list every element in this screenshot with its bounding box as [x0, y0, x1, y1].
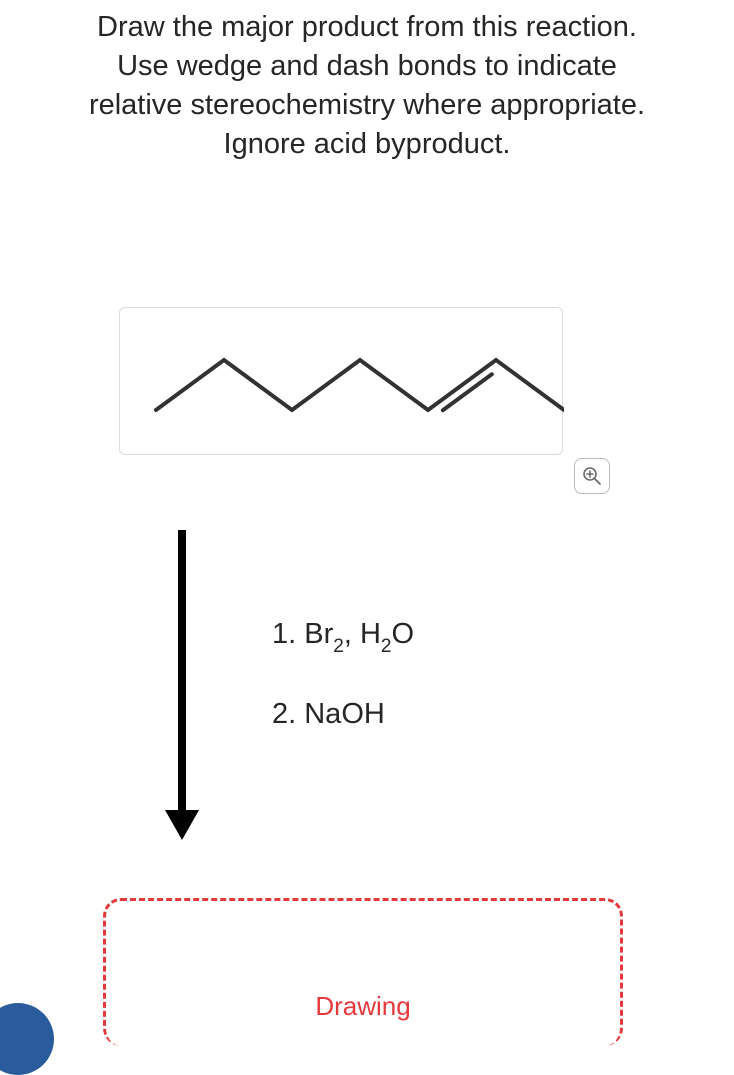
molecule-structure	[120, 308, 564, 456]
reagent-text: O	[391, 618, 414, 650]
question-line-3: relative stereochemistry where appropria…	[20, 86, 714, 125]
drawing-label: Drawing	[106, 991, 620, 1022]
molecule-box[interactable]	[119, 307, 563, 455]
reaction-arrow-down-icon	[160, 530, 204, 840]
question-line-1: Draw the major product from this reactio…	[20, 8, 714, 47]
question-line-2: Use wedge and dash bonds to indicate	[20, 47, 714, 86]
magnify-plus-icon	[582, 466, 602, 486]
zoom-button[interactable]	[574, 458, 610, 494]
question-text: Draw the major product from this reactio…	[0, 0, 734, 165]
reagent-subscript: 2	[333, 636, 344, 657]
question-line-4: Ignore acid byproduct.	[20, 125, 714, 164]
help-button-partial[interactable]	[0, 1003, 54, 1075]
reagent-step-1: 1. Br2, H2O	[272, 620, 414, 654]
reagent-text: , H	[344, 618, 381, 650]
reagent-subscript: 2	[381, 636, 392, 657]
reagents-block: 1. Br2, H2O 2. NaOH	[272, 620, 414, 729]
reagent-step-2: 2. NaOH	[272, 700, 414, 729]
drawing-answer-box[interactable]: Drawing	[103, 898, 623, 1046]
reagent-text: 1. Br	[272, 618, 333, 650]
